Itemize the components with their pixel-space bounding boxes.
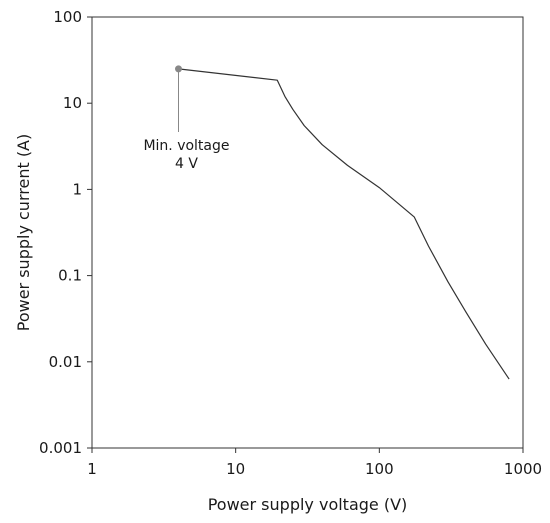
series (178, 68, 510, 380)
annotation-label-line1: Min. voltage (143, 138, 229, 154)
x-tick-label: 1 (87, 460, 97, 478)
y-tick-label: 100 (53, 8, 82, 26)
y-tick-label: 0.1 (58, 267, 82, 285)
y-tick-label: 0.01 (49, 353, 82, 371)
y-tick-label: 0.001 (39, 439, 82, 457)
y-tick-label: 10 (63, 94, 82, 112)
plot-frame (91, 16, 524, 449)
y-tick-label: 1 (72, 180, 82, 198)
x-axis-title: Power supply voltage (V) (208, 495, 408, 514)
y-axis-title: Power supply current (A) (14, 134, 33, 331)
series-line-0 (178, 68, 510, 380)
x-tick-label: 10 (226, 460, 245, 478)
annotations: Min. voltage 4 V (143, 65, 230, 172)
axes (91, 16, 524, 449)
x-tick-label: 100 (365, 460, 394, 478)
ticks: 1 10 100 1000 0.001 0.01 0.1 1 10 100 (39, 8, 542, 478)
annotation-label-line2: 4 V (175, 156, 198, 172)
annotation-marker (174, 65, 182, 73)
x-tick-label: 1000 (504, 460, 542, 478)
